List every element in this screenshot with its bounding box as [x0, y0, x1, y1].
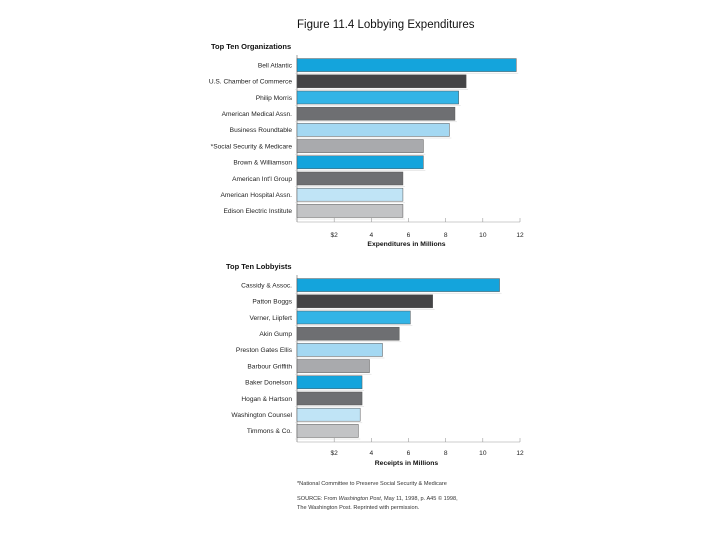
org-bar	[296, 74, 467, 89]
lobbyist-category-label: Preston Gates Ellis	[236, 347, 293, 354]
lobbyist-bar	[296, 294, 433, 309]
lobbyist-bar	[296, 391, 363, 406]
lobbyist-tick-label: 6	[407, 450, 411, 457]
org-category-label: American Hospital Assn.	[221, 192, 293, 199]
footnote: *National Committee to Preserve Social S…	[297, 481, 447, 487]
source-publication: Washington Post	[338, 496, 381, 502]
source-line-2: The Washington Post. Reprinted with perm…	[297, 505, 420, 511]
lobbyist-bar	[296, 424, 359, 438]
lobbyist-category-label: Baker Donelson	[245, 380, 292, 387]
lobbyist-bar	[296, 407, 361, 422]
lobbyist-bar	[296, 375, 363, 390]
org-tick-label: 10	[479, 232, 487, 239]
org-tick-label: 12	[516, 232, 524, 239]
lobbyist-x-axis-title: Receipts in Millions	[375, 460, 439, 467]
lobbyist-tick-label: $2	[330, 450, 338, 457]
lobbyist-tick-label: 8	[444, 450, 448, 457]
lobbyist-category-label: Akin Gump	[259, 331, 292, 338]
org-bar	[296, 171, 404, 186]
lobbyist-tick-label: 4	[369, 450, 373, 457]
lobbyist-bar	[296, 343, 383, 357]
org-category-label: *Social Security & Medicare	[211, 143, 293, 150]
org-bar	[296, 204, 404, 218]
organizations-chart-title: Top Ten Organizations	[211, 42, 292, 51]
lobbyist-category-label: Cassidy & Assoc.	[241, 282, 292, 289]
lobbyist-tick-label: 10	[479, 450, 487, 457]
org-bar	[296, 187, 404, 202]
lobbyist-category-label: Hogan & Hartson	[241, 396, 292, 403]
lobbyists-chart-title: Top Ten Lobbyists	[226, 262, 292, 271]
org-bar	[296, 123, 450, 137]
org-bar	[296, 155, 424, 170]
org-tick-label: 4	[369, 232, 373, 239]
lobbyist-category-label: Washington Counsel	[231, 412, 292, 419]
figure-title: Figure 11.4 Lobbying Expenditures	[297, 19, 475, 31]
source-rest: , May 11, 1998, p. A45 © 1998,	[380, 496, 458, 502]
lobbyist-category-label: Timmons & Co.	[247, 428, 292, 435]
lobbyist-bar	[296, 359, 370, 373]
lobbyist-category-label: Barbour Griffith	[247, 363, 292, 370]
source-prefix: SOURCE: From	[297, 496, 339, 502]
org-category-label: Bell Atlantic	[258, 62, 293, 69]
org-bar	[296, 58, 517, 72]
org-bar	[296, 106, 456, 121]
org-bar	[296, 90, 459, 105]
lobbyist-tick-label: 12	[516, 450, 524, 457]
lobbyist-category-label: Patton Boggs	[252, 299, 292, 306]
org-tick-label: $2	[330, 232, 338, 239]
lobbyist-category-label: Verner, Liipfert	[249, 315, 292, 322]
lobbyist-bar	[296, 278, 500, 292]
org-x-axis-title: Expenditures in Millions	[367, 241, 445, 248]
org-tick-label: 8	[444, 232, 448, 239]
lobbyist-bar	[296, 326, 400, 341]
org-category-label: Brown & Williamson	[233, 160, 292, 167]
org-category-label: American Medical Assn.	[222, 111, 293, 118]
org-category-label: Business Roundtable	[230, 127, 293, 134]
org-category-label: Edison Electric Institute	[223, 208, 292, 215]
org-category-label: American Int'l Group	[232, 176, 292, 183]
source-line-1: SOURCE: From Washington Post, May 11, 19…	[297, 496, 458, 502]
org-category-label: U.S. Chamber of Commerce	[209, 79, 293, 86]
lobbyist-bar	[296, 310, 411, 325]
org-category-label: Philip Morris	[256, 95, 293, 102]
org-bar	[296, 139, 424, 153]
org-tick-label: 6	[407, 232, 411, 239]
